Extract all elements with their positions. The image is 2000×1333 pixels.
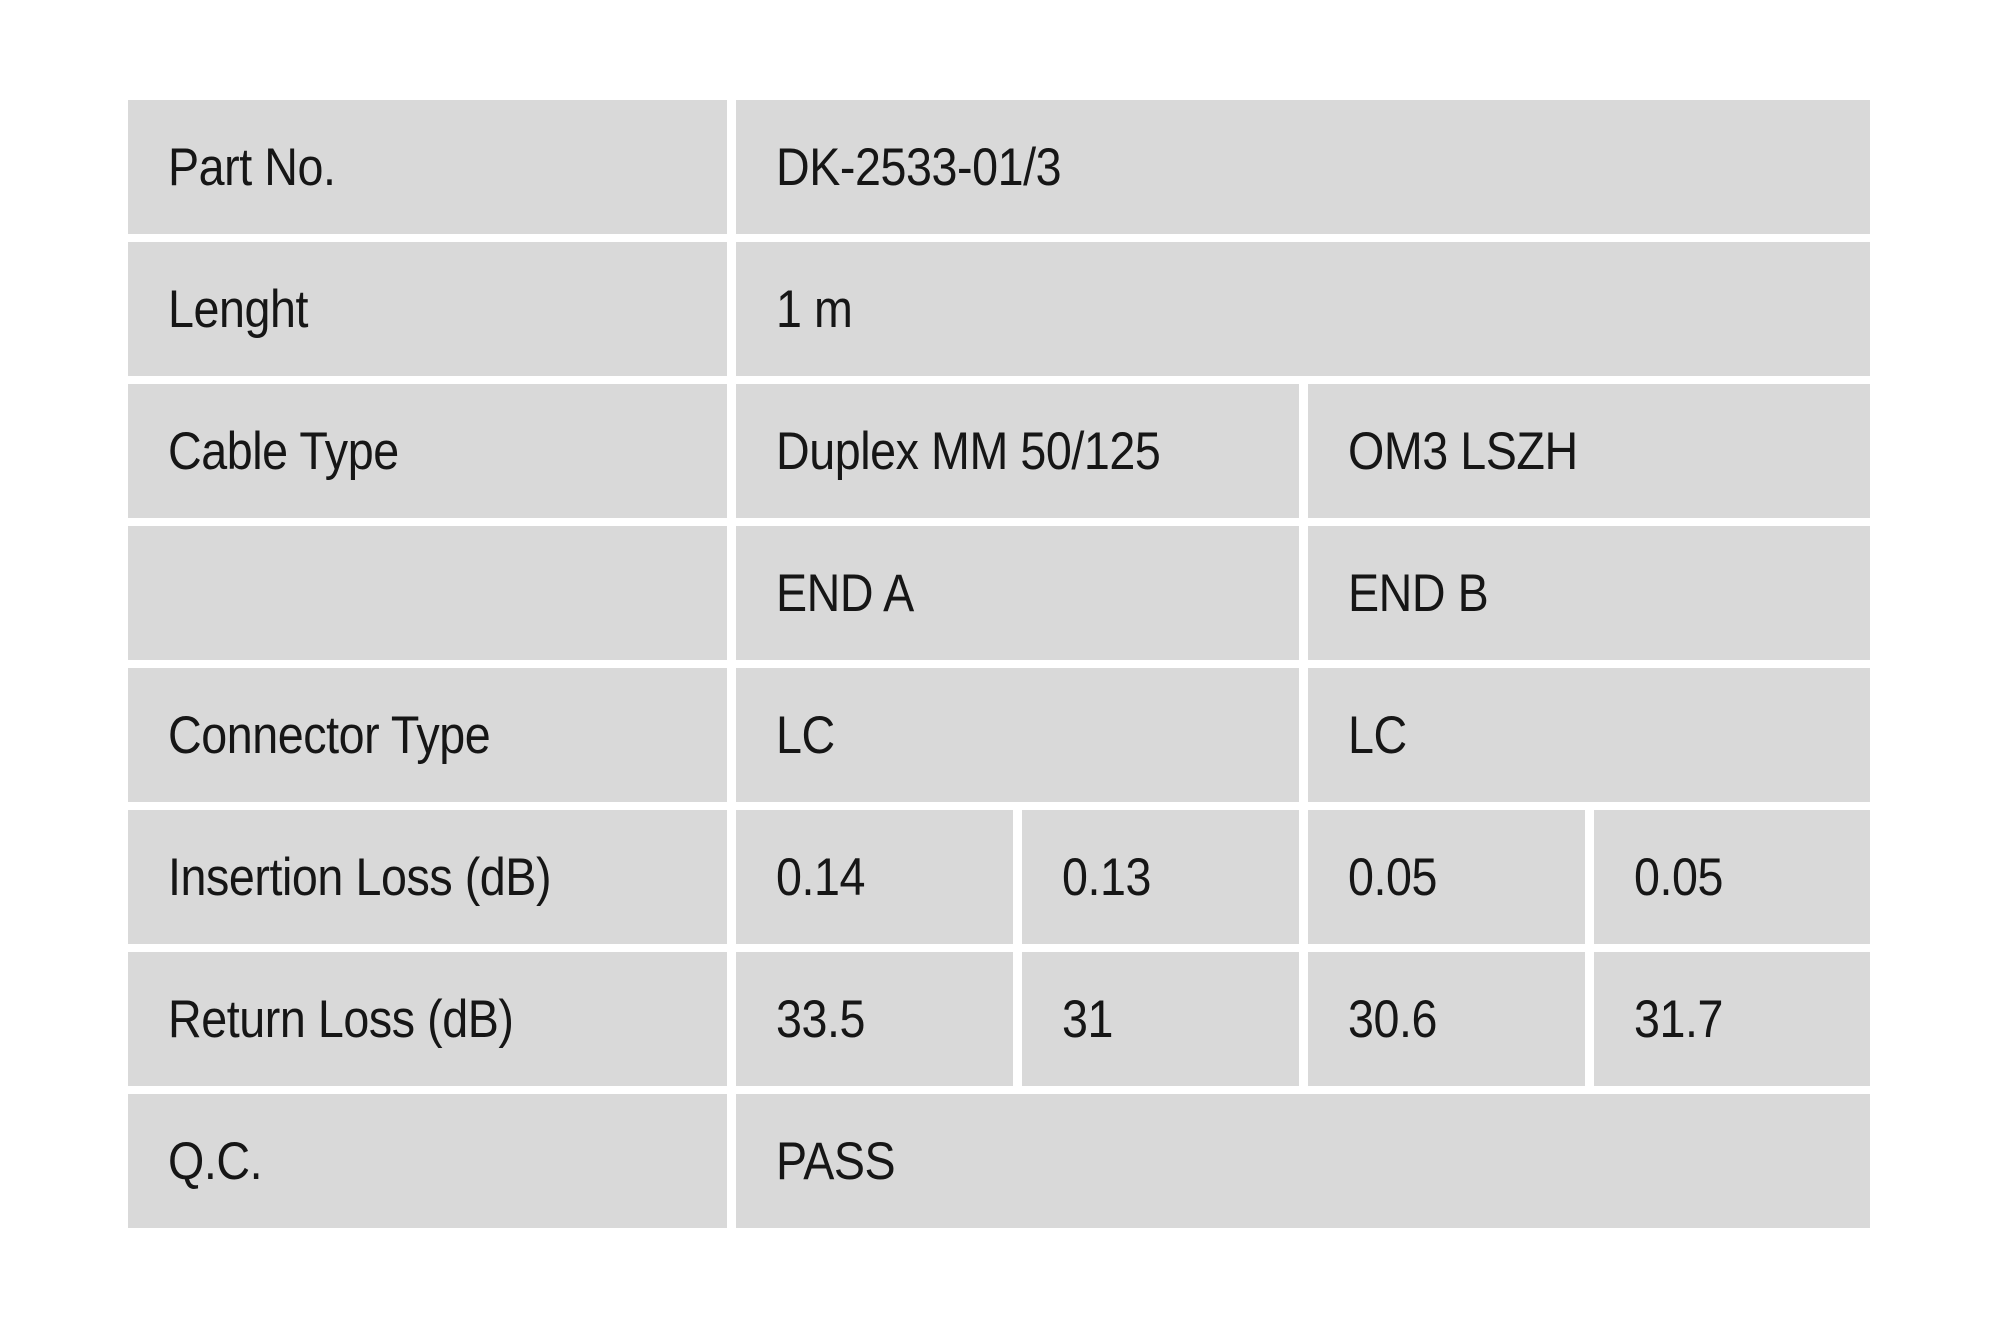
value-cable-type-spec-text: Duplex MM 50/125 — [776, 421, 1161, 481]
value-connector-end-a: LC — [736, 668, 1299, 802]
value-return-loss-end-a-2-text: 31 — [1062, 989, 1113, 1049]
label-qc-text: Q.C. — [168, 1131, 263, 1191]
value-return-loss-end-b-2-text: 31.7 — [1634, 989, 1724, 1049]
value-insertion-loss-end-b-1: 0.05 — [1308, 810, 1585, 944]
value-lenght-text: 1 m — [776, 279, 853, 339]
label-connector-type: Connector Type — [128, 668, 727, 802]
label-connector-type-text: Connector Type — [168, 705, 491, 765]
value-cable-type-class-text: OM3 LSZH — [1348, 421, 1578, 481]
label-cable-type-text: Cable Type — [168, 421, 399, 481]
header-end-a: END A — [736, 526, 1299, 660]
label-insertion-loss: Insertion Loss (dB) — [128, 810, 727, 944]
value-return-loss-end-a-1: 33.5 — [736, 952, 1013, 1086]
value-connector-end-b: LC — [1308, 668, 1870, 802]
value-return-loss-end-b-1-text: 30.6 — [1348, 989, 1438, 1049]
label-cable-type: Cable Type — [128, 384, 727, 518]
value-part-no: DK-2533-01/3 — [736, 100, 1870, 234]
label-return-loss: Return Loss (dB) — [128, 952, 727, 1086]
label-qc: Q.C. — [128, 1094, 727, 1228]
value-connector-end-b-text: LC — [1348, 705, 1407, 765]
header-end-a-text: END A — [776, 563, 914, 623]
value-insertion-loss-end-a-1: 0.14 — [736, 810, 1013, 944]
value-qc: PASS — [736, 1094, 1870, 1228]
value-connector-end-a-text: LC — [776, 705, 835, 765]
header-end-b-text: END B — [1348, 563, 1489, 623]
value-qc-text: PASS — [776, 1131, 896, 1191]
value-insertion-loss-end-b-2: 0.05 — [1594, 810, 1870, 944]
value-return-loss-end-a-1-text: 33.5 — [776, 989, 866, 1049]
value-insertion-loss-end-b-2-text: 0.05 — [1634, 847, 1724, 907]
value-insertion-loss-end-a-2: 0.13 — [1022, 810, 1299, 944]
value-insertion-loss-end-a-1-text: 0.14 — [776, 847, 866, 907]
value-lenght: 1 m — [736, 242, 1870, 376]
label-lenght-text: Lenght — [168, 279, 309, 339]
label-lenght: Lenght — [128, 242, 727, 376]
value-return-loss-end-a-2: 31 — [1022, 952, 1299, 1086]
value-return-loss-end-b-1: 30.6 — [1308, 952, 1585, 1086]
value-cable-type-spec: Duplex MM 50/125 — [736, 384, 1299, 518]
value-part-no-text: DK-2533-01/3 — [776, 137, 1062, 197]
value-cable-type-class: OM3 LSZH — [1308, 384, 1870, 518]
label-insertion-loss-text: Insertion Loss (dB) — [168, 847, 552, 907]
value-insertion-loss-end-b-1-text: 0.05 — [1348, 847, 1438, 907]
header-end-b: END B — [1308, 526, 1870, 660]
label-empty — [128, 526, 727, 660]
label-part-no: Part No. — [128, 100, 727, 234]
spec-table: Part No. DK-2533-01/3 Lenght 1 m Cable T… — [128, 100, 1870, 1228]
label-part-no-text: Part No. — [168, 137, 336, 197]
value-return-loss-end-b-2: 31.7 — [1594, 952, 1870, 1086]
value-insertion-loss-end-a-2-text: 0.13 — [1062, 847, 1152, 907]
label-return-loss-text: Return Loss (dB) — [168, 989, 514, 1049]
